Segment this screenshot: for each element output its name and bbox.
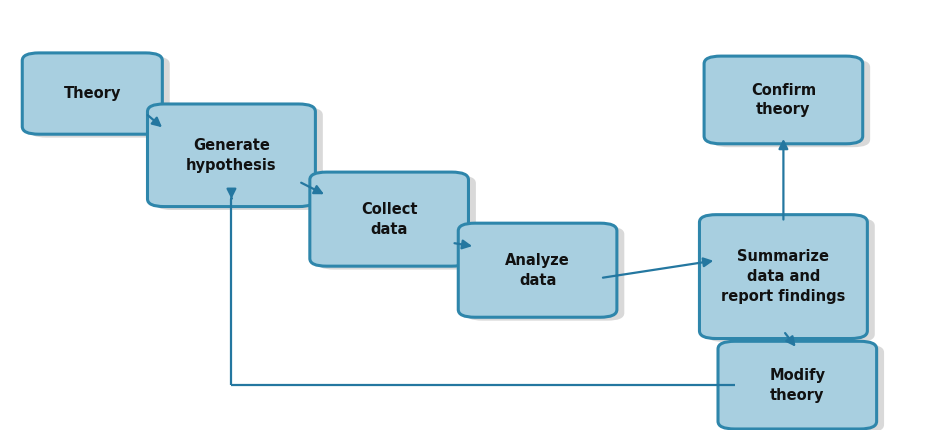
FancyBboxPatch shape <box>725 345 885 432</box>
Text: Summarize
data and
report findings: Summarize data and report findings <box>722 249 845 304</box>
FancyBboxPatch shape <box>317 175 475 270</box>
Text: Collect
data: Collect data <box>361 202 417 237</box>
FancyBboxPatch shape <box>459 223 617 317</box>
FancyBboxPatch shape <box>707 218 875 342</box>
FancyBboxPatch shape <box>30 56 169 138</box>
FancyBboxPatch shape <box>22 53 162 134</box>
FancyBboxPatch shape <box>699 215 868 339</box>
Text: Analyze
data: Analyze data <box>505 253 570 288</box>
FancyBboxPatch shape <box>155 107 323 210</box>
FancyBboxPatch shape <box>704 56 863 144</box>
FancyBboxPatch shape <box>718 341 877 429</box>
FancyBboxPatch shape <box>148 104 315 207</box>
FancyBboxPatch shape <box>466 227 624 321</box>
FancyBboxPatch shape <box>310 172 468 266</box>
Text: Confirm
theory: Confirm theory <box>751 82 816 117</box>
Text: Generate
hypothesis: Generate hypothesis <box>186 138 277 173</box>
Text: Theory: Theory <box>64 86 121 101</box>
Text: Modify
theory: Modify theory <box>769 368 826 403</box>
FancyBboxPatch shape <box>711 59 870 147</box>
